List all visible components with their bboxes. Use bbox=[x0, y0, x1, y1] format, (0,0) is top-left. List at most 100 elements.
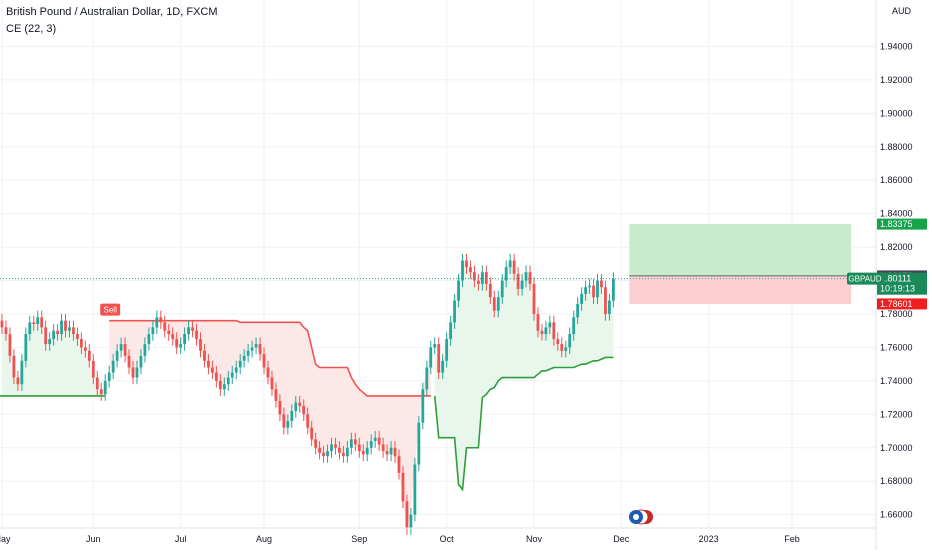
price-tick-label: 1.70000 bbox=[880, 443, 913, 453]
candle-body bbox=[147, 334, 151, 345]
candle bbox=[477, 273, 480, 291]
candle-body bbox=[345, 447, 349, 457]
candle-body bbox=[250, 347, 254, 351]
candle-body bbox=[298, 402, 302, 406]
countdown-label: 10:19:13 bbox=[880, 284, 915, 294]
candle-body bbox=[12, 355, 16, 378]
candle-body bbox=[24, 334, 28, 361]
candle bbox=[393, 441, 397, 463]
candle bbox=[262, 347, 266, 375]
candle-body bbox=[556, 339, 560, 345]
candle-body bbox=[353, 439, 357, 445]
candle-body bbox=[262, 354, 266, 368]
candle bbox=[588, 278, 591, 294]
candle bbox=[580, 287, 584, 311]
candle bbox=[421, 382, 425, 430]
ce-short-fill bbox=[109, 317, 431, 529]
candle-body bbox=[4, 327, 8, 335]
ce-short-line bbox=[109, 319, 431, 397]
candle bbox=[469, 260, 472, 279]
candle bbox=[278, 394, 282, 421]
candle bbox=[131, 360, 135, 385]
candle bbox=[449, 315, 453, 346]
candle-body bbox=[397, 456, 401, 473]
symbol-title[interactable]: British Pound / Australian Dollar, 1D, F… bbox=[6, 6, 218, 18]
candle-body bbox=[83, 347, 87, 351]
candle bbox=[83, 340, 87, 358]
candle-body bbox=[115, 350, 119, 361]
candle bbox=[171, 327, 175, 346]
candle-body bbox=[409, 514, 413, 529]
candle bbox=[604, 280, 607, 321]
candle-body bbox=[425, 367, 429, 390]
candle-body bbox=[68, 327, 71, 331]
candle-body bbox=[278, 400, 282, 415]
candle bbox=[361, 444, 365, 462]
candle bbox=[425, 360, 429, 396]
candle bbox=[246, 344, 250, 363]
candle bbox=[266, 360, 270, 385]
symbol-tag: GBPAUD bbox=[848, 275, 881, 284]
candle bbox=[540, 324, 544, 341]
current-price-tag-bg bbox=[877, 272, 927, 295]
candle-body bbox=[135, 367, 139, 378]
candle-body bbox=[211, 367, 214, 373]
candle bbox=[199, 332, 202, 358]
candle bbox=[508, 253, 512, 274]
candle-body bbox=[385, 451, 389, 455]
candle-body bbox=[349, 439, 353, 448]
candle bbox=[195, 324, 198, 346]
candle bbox=[250, 340, 254, 358]
candle-body bbox=[330, 444, 333, 452]
candle bbox=[91, 354, 95, 385]
candle-body bbox=[516, 273, 520, 289]
candle-body bbox=[540, 330, 544, 335]
candle-body bbox=[564, 347, 568, 351]
candle-body bbox=[520, 280, 524, 289]
candle bbox=[32, 315, 36, 331]
candle bbox=[107, 365, 111, 388]
candle-body bbox=[127, 355, 131, 368]
candle-body bbox=[32, 322, 36, 325]
time-tick-label: May bbox=[0, 534, 11, 544]
price-tick-label: 1.88000 bbox=[880, 142, 913, 152]
candle-body bbox=[365, 447, 369, 455]
candle bbox=[520, 273, 524, 296]
candle-body bbox=[163, 322, 167, 331]
candle-body bbox=[429, 347, 433, 368]
candle-body bbox=[338, 447, 341, 453]
candle bbox=[95, 370, 99, 396]
candle bbox=[234, 360, 238, 380]
candle-body bbox=[421, 389, 425, 423]
candle bbox=[258, 337, 262, 361]
candle-body bbox=[52, 330, 56, 340]
candle-body bbox=[342, 452, 345, 457]
candle-body bbox=[171, 334, 175, 340]
candle-body bbox=[508, 260, 512, 268]
candle-body bbox=[496, 297, 500, 311]
candle bbox=[183, 327, 187, 351]
candle-body bbox=[318, 447, 321, 453]
candle-body bbox=[282, 414, 286, 428]
candle-body bbox=[334, 444, 337, 448]
candle-body bbox=[528, 272, 532, 284]
candle bbox=[294, 395, 298, 418]
candle-body bbox=[175, 339, 179, 348]
tradingview-logo-icon[interactable] bbox=[628, 509, 654, 525]
sell-signal-badge bbox=[100, 303, 121, 316]
indicator-label[interactable]: CE (22, 3) bbox=[6, 23, 57, 35]
candle-body bbox=[207, 360, 210, 368]
candle bbox=[302, 399, 306, 421]
candle bbox=[179, 337, 183, 355]
time-tick-label: Feb bbox=[784, 534, 800, 544]
candle-body bbox=[123, 344, 127, 356]
candle-body bbox=[234, 367, 238, 373]
price-tick-label: 1.84000 bbox=[880, 209, 913, 219]
candle bbox=[322, 446, 325, 463]
candle bbox=[357, 437, 361, 458]
candle-body bbox=[604, 287, 607, 314]
candle-body bbox=[413, 464, 417, 515]
candle bbox=[28, 315, 32, 341]
